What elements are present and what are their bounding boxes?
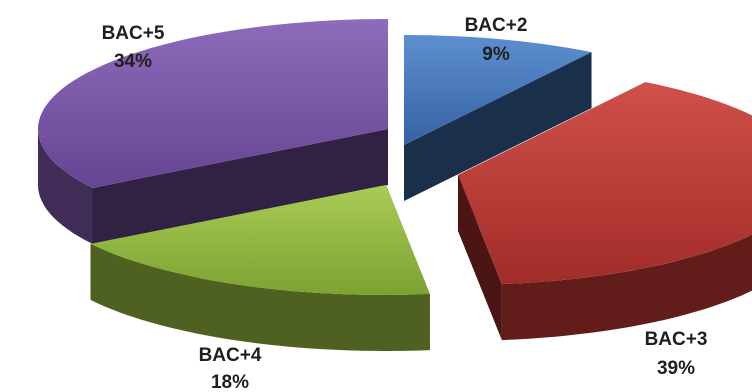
slice-bac2-radial-wall-1 [404, 52, 592, 201]
slice-bac4-top [90, 185, 430, 295]
slice-label-bac3-value: 39% [657, 358, 695, 379]
slice-label-bac4-category: BAC+4 [199, 345, 262, 366]
slice-bac4-outer-wall-0 [90, 243, 430, 351]
slice-label-bac4-value: 18% [211, 372, 249, 392]
pie-tops [38, 19, 752, 295]
slice-bac5-radial-wall-0 [92, 129, 388, 244]
slice-bac5-outer-wall-0 [38, 129, 93, 244]
slice-label-bac3-category: BAC+3 [645, 329, 708, 350]
slice-label-bac2-category: BAC+2 [465, 15, 528, 36]
slice-label-bac5-category: BAC+5 [102, 23, 165, 44]
slice-bac3-radial-wall-1 [458, 175, 502, 341]
slice-label-bac2-value: 9% [482, 44, 510, 65]
slice-bac5-top [38, 19, 388, 188]
slice-bac2-top [404, 35, 592, 145]
pie-labels: BAC+2 9% BAC+3 39% BAC+4 18% BAC+5 34% [102, 15, 708, 392]
slice-label-bac5-value: 34% [114, 51, 152, 72]
slice-bac3-top [458, 82, 752, 285]
slice-bac3-outer-wall-0 [501, 234, 752, 341]
